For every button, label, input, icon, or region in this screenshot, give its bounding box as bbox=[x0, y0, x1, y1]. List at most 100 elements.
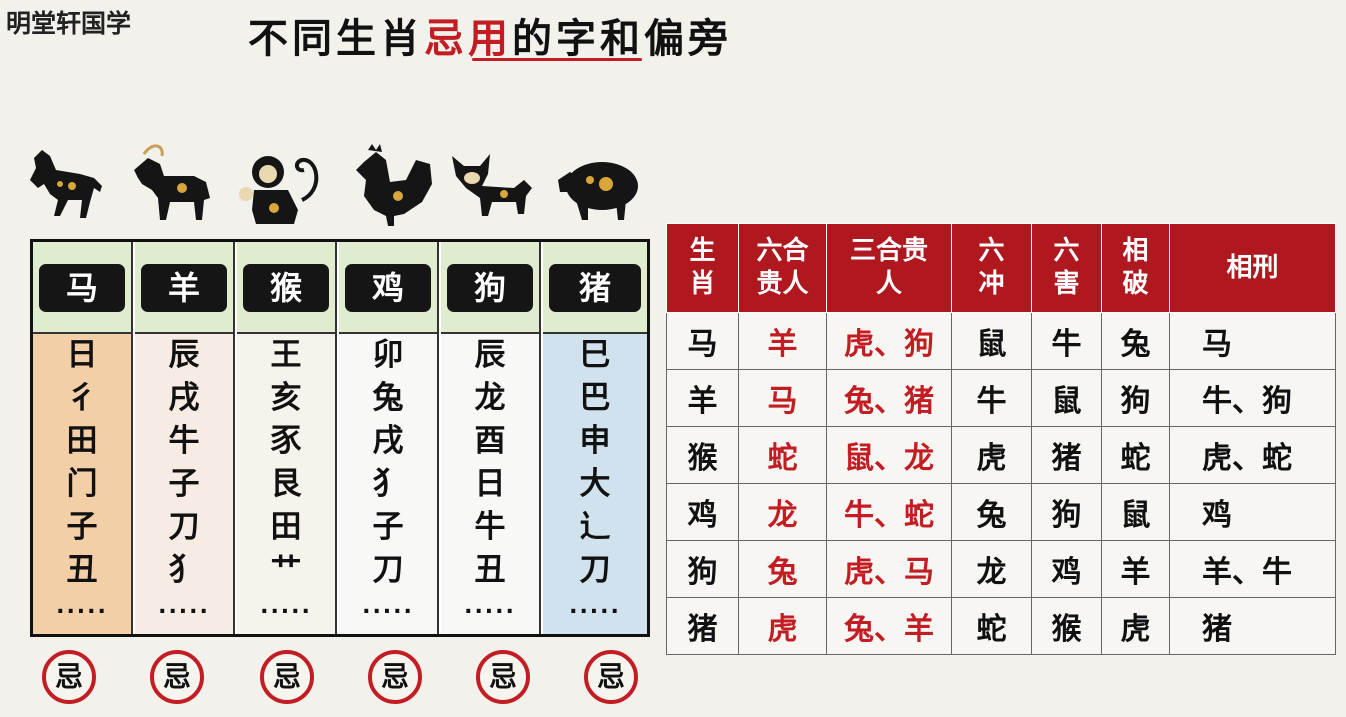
avoid-char: 王 bbox=[270, 337, 302, 373]
avoid-char-list: 王 亥 豕 艮 田 艹 ..... bbox=[237, 334, 335, 634]
avoid-char: 戌 bbox=[372, 423, 404, 459]
cell-xiangpo: 虎 bbox=[1101, 597, 1170, 655]
cell-xiangpo: 狗 bbox=[1101, 369, 1170, 427]
zodiac-header: 鸡 bbox=[339, 242, 437, 334]
cell-zodiac: 鸡 bbox=[666, 483, 739, 541]
zodiac-label: 羊 bbox=[141, 264, 227, 312]
cell-liuhe: 羊 bbox=[738, 312, 827, 370]
avoid-char: 豕 bbox=[270, 423, 302, 459]
header-xiangxing: 相刑 bbox=[1169, 223, 1336, 313]
title-part2: 的字和偏旁 bbox=[512, 15, 732, 62]
pig-icon bbox=[548, 140, 644, 230]
cell-xiangxing: 羊、牛 bbox=[1169, 540, 1336, 598]
avoid-icon-row: 忌 忌 忌 忌 忌 忌 bbox=[30, 650, 670, 714]
cell-liuhai: 牛 bbox=[1031, 312, 1102, 370]
cell-liuchong: 兔 bbox=[951, 483, 1032, 541]
table-row: 羊 马 兔、猪 牛 鼠 狗 牛、狗 bbox=[666, 369, 1336, 427]
header-liuchong: 六冲 bbox=[951, 223, 1032, 313]
cell-xiangxing: 虎、蛇 bbox=[1169, 426, 1336, 484]
avoid-char: 巴 bbox=[579, 380, 611, 416]
goat-icon bbox=[124, 140, 220, 230]
zodiac-header: 猴 bbox=[237, 242, 335, 334]
header-xiangpo: 相破 bbox=[1101, 223, 1170, 313]
ji-icon: 忌 bbox=[42, 650, 96, 704]
avoid-char: 犭 bbox=[372, 466, 404, 502]
table-row: 猪 虎 兔、羊 蛇 猴 虎 猪 bbox=[666, 597, 1336, 655]
cell-liuhai: 鼠 bbox=[1031, 369, 1102, 427]
cell-sanhe: 虎、马 bbox=[826, 540, 952, 598]
avoid-char: 大 bbox=[579, 466, 611, 502]
header-liuhe: 六合贵人 bbox=[738, 223, 827, 313]
cell-liuchong: 龙 bbox=[951, 540, 1032, 598]
ji-icon: 忌 bbox=[150, 650, 204, 704]
zodiac-header: 马 bbox=[33, 242, 131, 334]
header-zodiac: 生肖 bbox=[666, 223, 739, 313]
avoid-char: 田 bbox=[66, 423, 98, 459]
avoid-char: 龙 bbox=[474, 380, 506, 416]
avoid-char: 戌 bbox=[168, 380, 200, 416]
avoid-char-list: 辰 龙 酉 日 牛 丑 ..... bbox=[441, 334, 539, 634]
zodiac-column: 猪 巳 巴 申 大 辶 刀 ..... bbox=[543, 242, 647, 634]
zodiac-header: 狗 bbox=[441, 242, 539, 334]
horse-icon bbox=[20, 140, 116, 230]
header-sanhe: 三合贵人 bbox=[826, 223, 952, 313]
cell-liuchong: 牛 bbox=[951, 369, 1032, 427]
avoid-char-list: 巳 巴 申 大 辶 刀 ..... bbox=[543, 334, 647, 634]
avoid-char: 辰 bbox=[474, 337, 506, 373]
zodiac-label: 猴 bbox=[243, 264, 329, 312]
brand-logo: 明堂轩国学 bbox=[6, 9, 132, 38]
cell-liuchong: 虎 bbox=[951, 426, 1032, 484]
zodiac-column: 羊 辰 戌 牛 子 刀 犭 ..... bbox=[135, 242, 235, 634]
ellipsis: ..... bbox=[569, 594, 621, 619]
cell-xiangpo: 兔 bbox=[1101, 312, 1170, 370]
avoid-char: 犭 bbox=[168, 552, 200, 588]
avoid-char: 申 bbox=[579, 423, 611, 459]
ji-icon: 忌 bbox=[476, 650, 530, 704]
avoid-char: 亥 bbox=[270, 380, 302, 416]
avoid-char: 艹 bbox=[270, 552, 302, 588]
cell-xiangxing: 马 bbox=[1169, 312, 1336, 370]
zodiac-column: 猴 王 亥 豕 艮 田 艹 ..... bbox=[237, 242, 337, 634]
avoid-char: 彳 bbox=[66, 380, 98, 416]
zodiac-avoid-grid: 马 日 彳 田 门 子 丑 ..... 羊 辰 戌 牛 子 刀 犭 ..... … bbox=[30, 239, 650, 637]
zodiac-label: 狗 bbox=[447, 264, 533, 312]
cell-liuhe: 兔 bbox=[738, 540, 827, 598]
title-underline bbox=[472, 58, 642, 61]
cell-xiangpo: 鼠 bbox=[1101, 483, 1170, 541]
title-highlight: 忌用 bbox=[424, 15, 512, 62]
cell-zodiac: 猴 bbox=[666, 426, 739, 484]
table-header-row: 生肖 六合贵人 三合贵人 六冲 六害 相破 相刑 bbox=[666, 223, 1336, 313]
animal-illustrations bbox=[20, 140, 660, 230]
cell-liuhe: 龙 bbox=[738, 483, 827, 541]
cell-sanhe: 虎、狗 bbox=[826, 312, 952, 370]
avoid-char: 辰 bbox=[168, 337, 200, 373]
ellipsis: ..... bbox=[362, 594, 414, 619]
title-part1: 不同生肖 bbox=[248, 15, 424, 62]
avoid-char-list: 辰 戌 牛 子 刀 犭 ..... bbox=[135, 334, 233, 634]
avoid-char: 酉 bbox=[474, 423, 506, 459]
avoid-char: 子 bbox=[168, 466, 200, 502]
zodiac-label: 马 bbox=[39, 264, 125, 312]
avoid-char: 卯 bbox=[372, 337, 404, 373]
zodiac-column: 鸡 卯 兔 戌 犭 子 刀 ..... bbox=[339, 242, 439, 634]
ji-icon: 忌 bbox=[260, 650, 314, 704]
cell-sanhe: 兔、羊 bbox=[826, 597, 952, 655]
avoid-char: 兔 bbox=[372, 380, 404, 416]
cell-liuhai: 狗 bbox=[1031, 483, 1102, 541]
cell-liuhe: 虎 bbox=[738, 597, 827, 655]
cell-xiangpo: 羊 bbox=[1101, 540, 1170, 598]
zodiac-header: 羊 bbox=[135, 242, 233, 334]
zodiac-column: 马 日 彳 田 门 子 丑 ..... bbox=[33, 242, 133, 634]
zodiac-label: 猪 bbox=[549, 264, 641, 312]
header-liuhai: 六害 bbox=[1031, 223, 1102, 313]
cell-liuchong: 蛇 bbox=[951, 597, 1032, 655]
avoid-char: 刀 bbox=[372, 552, 404, 588]
avoid-char: 牛 bbox=[168, 423, 200, 459]
zodiac-column: 狗 辰 龙 酉 日 牛 丑 ..... bbox=[441, 242, 541, 634]
avoid-char: 门 bbox=[66, 466, 98, 502]
avoid-char: 日 bbox=[66, 337, 98, 373]
cell-zodiac: 羊 bbox=[666, 369, 739, 427]
avoid-char: 刀 bbox=[579, 552, 611, 588]
avoid-char: 巳 bbox=[579, 337, 611, 373]
cell-xiangxing: 鸡 bbox=[1169, 483, 1336, 541]
